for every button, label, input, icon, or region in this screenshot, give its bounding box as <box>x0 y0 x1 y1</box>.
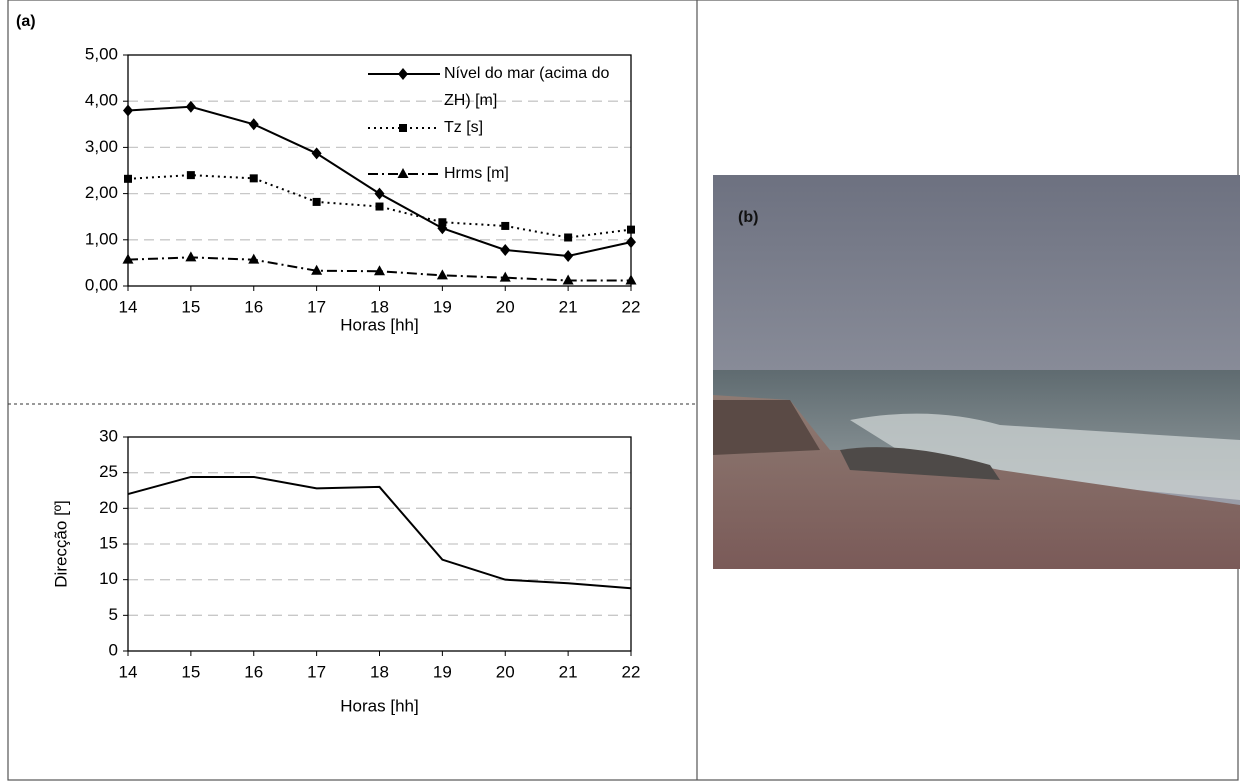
y-axis-label: Direcção [º] <box>51 500 70 587</box>
marker <box>124 174 132 183</box>
legend-entry: Hrms [m] <box>444 165 509 182</box>
marker <box>374 265 385 276</box>
photo-label: (b) <box>738 209 758 226</box>
marker <box>312 197 321 206</box>
panel-label: (a) <box>16 13 36 30</box>
legend-marker <box>397 168 409 178</box>
series-line <box>127 475 632 590</box>
y-tick-label: 20 <box>99 498 118 517</box>
x-tick-label: 22 <box>622 297 641 316</box>
legend-marker <box>399 124 407 132</box>
y-tick-label: 30 <box>99 426 118 445</box>
marker <box>562 274 574 285</box>
x-tick-label: 16 <box>244 662 263 681</box>
marker <box>625 274 637 285</box>
y-tick-label: 1,00 <box>85 229 118 248</box>
marker <box>375 202 384 211</box>
y-tick-label: 2,00 <box>85 183 118 202</box>
marker <box>311 264 323 275</box>
legend-label: Hrms [m] <box>444 165 509 182</box>
y-tick-label: 10 <box>99 569 118 588</box>
marker <box>374 187 385 200</box>
x-tick-label: 18 <box>370 662 389 681</box>
x-tick-label: 18 <box>370 297 389 316</box>
x-axis-label: Horas [hh] <box>340 696 418 715</box>
marker <box>249 174 258 183</box>
x-tick-label: 17 <box>307 662 326 681</box>
x-tick-label: 21 <box>559 297 578 316</box>
x-tick-label: 14 <box>119 297 138 316</box>
x-tick-label: 15 <box>181 662 200 681</box>
x-tick-label: 19 <box>433 662 452 681</box>
marker <box>185 100 196 113</box>
plot-frame <box>127 54 632 287</box>
photo <box>713 175 1240 569</box>
x-tick-label: 22 <box>622 662 641 681</box>
marker <box>626 236 636 249</box>
legend-entry: Nível do mar (acima do ZH) [m] <box>444 65 610 109</box>
marker <box>563 249 574 262</box>
x-tick-label: 19 <box>433 297 452 316</box>
x-tick-label: 20 <box>496 297 515 316</box>
series-line <box>127 256 631 282</box>
marker <box>311 147 322 160</box>
marker <box>436 269 448 280</box>
marker <box>185 251 197 262</box>
marker <box>123 104 133 117</box>
marker <box>248 253 260 264</box>
x-tick-label: 15 <box>181 297 200 316</box>
marker <box>501 221 510 230</box>
marker <box>627 225 635 234</box>
marker <box>564 233 573 242</box>
marker <box>186 171 195 180</box>
x-tick-label: 16 <box>244 297 263 316</box>
marker <box>499 271 511 282</box>
plot-frame <box>127 436 632 652</box>
marker <box>122 253 134 264</box>
x-axis-label: Horas [hh] <box>340 315 418 334</box>
marker <box>500 243 511 256</box>
legend-label: Nível do mar (acima do ZH) [m] <box>444 65 610 109</box>
marker <box>438 218 447 227</box>
x-tick-label: 20 <box>496 662 515 681</box>
y-tick-label: 0 <box>109 640 118 659</box>
legend-label: Tz [s] <box>444 119 484 136</box>
legend-marker <box>398 68 408 80</box>
x-tick-label: 14 <box>119 662 138 681</box>
y-tick-label: 5,00 <box>85 44 118 63</box>
series-line <box>127 174 632 239</box>
y-tick-label: 3,00 <box>85 137 118 156</box>
marker <box>248 118 259 131</box>
y-tick-label: 25 <box>99 462 118 481</box>
y-tick-label: 5 <box>109 605 118 624</box>
y-tick-label: 4,00 <box>85 91 118 110</box>
y-tick-label: 0,00 <box>85 275 118 294</box>
y-tick-label: 15 <box>99 533 118 552</box>
x-tick-label: 21 <box>559 662 578 681</box>
legend-entry: Tz [s] <box>444 119 484 136</box>
x-tick-label: 17 <box>307 297 326 316</box>
